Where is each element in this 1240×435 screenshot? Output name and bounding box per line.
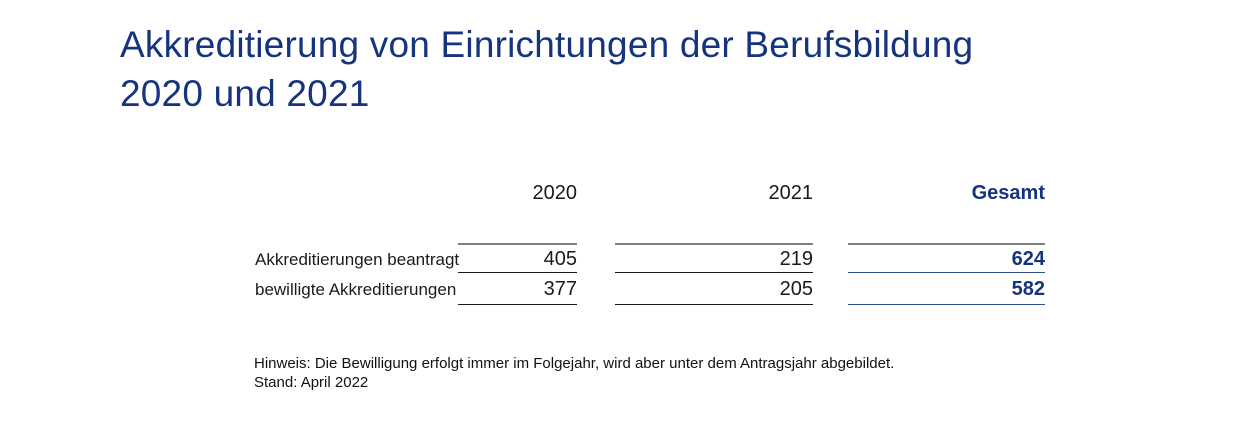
row-label-bewilligte-akkreditierungen: bewilligte Akkreditierungen (255, 280, 457, 299)
cell-bewilligt-2021: 205 (779, 278, 813, 300)
table-rule-top-2021 (615, 243, 813, 245)
column-header-2020: 2020 (532, 182, 578, 204)
cell-beantragt-2020: 405 (543, 248, 577, 270)
table-rule-mid-2021 (615, 272, 813, 273)
footnote-stand: Stand: April 2022 (254, 374, 369, 391)
table-rule-bottom-2021 (615, 304, 813, 305)
table-rule-mid-gesamt (848, 272, 1045, 273)
footnote-hinweis: Hinweis: Die Bewilligung erfolgt immer i… (254, 355, 895, 372)
cell-bewilligt-gesamt: 582 (1011, 278, 1045, 300)
table-rule-top-2020 (458, 243, 577, 245)
cell-beantragt-gesamt: 624 (1011, 248, 1045, 270)
column-header-2021: 2021 (768, 182, 814, 204)
table-rule-mid-2020 (458, 272, 577, 273)
cell-beantragt-2021: 219 (779, 248, 813, 270)
table-rule-bottom-2020 (458, 304, 577, 305)
page-title: Akkreditierung von Einrichtungen der Ber… (120, 20, 973, 118)
table-rule-top-gesamt (848, 243, 1045, 245)
footnote: Hinweis: Die Bewilligung erfolgt immer i… (254, 354, 894, 392)
cell-bewilligt-2020: 377 (543, 278, 577, 300)
column-header-gesamt: Gesamt (971, 182, 1045, 204)
page-title-line-1: Akkreditierung von Einrichtungen der Ber… (120, 24, 974, 65)
table-rule-bottom-gesamt (848, 304, 1045, 305)
row-label-akkreditierungen-beantragt: Akkreditierungen beantragt (255, 250, 460, 269)
page-title-line-2: 2020 und 2021 (120, 73, 370, 114)
